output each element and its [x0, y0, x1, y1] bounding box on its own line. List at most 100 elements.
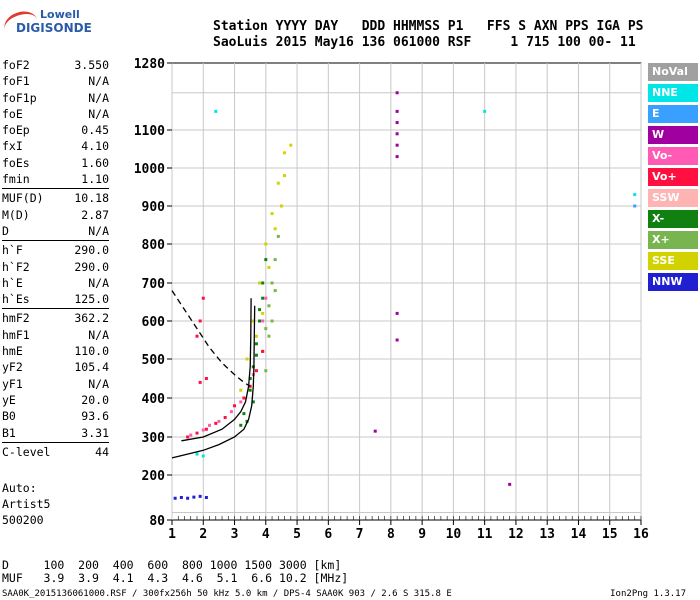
data-point-sse: [283, 174, 287, 178]
param-value: 3.550: [74, 58, 109, 72]
data-point-vominus: [208, 423, 212, 427]
param-row: foF1 N/A: [2, 73, 167, 89]
data-point-sse: [239, 388, 243, 392]
param-value: 93.6: [81, 409, 109, 424]
header-line-1: Station YYYY DAY DDD HHMMSS P1 FFS S AXN…: [213, 19, 644, 34]
param-value: 10.18: [74, 191, 109, 206]
param-label: yF1: [2, 376, 23, 391]
y-tick-label: 400: [142, 392, 166, 407]
param-value: 290.0: [74, 259, 109, 274]
data-point-xminus: [242, 412, 246, 416]
auto-line-2: Artist5: [2, 497, 51, 511]
y-tick-label: 80: [149, 514, 165, 529]
param-row: fmin 1.10: [2, 171, 167, 187]
plot-frame: [171, 62, 642, 521]
data-point-sse: [289, 143, 293, 147]
y-tick-label: 700: [142, 277, 166, 292]
param-label: MUF(D): [2, 191, 44, 206]
param-label: M(D): [2, 207, 30, 222]
data-point-vominus: [229, 410, 233, 414]
data-point-xminus: [258, 319, 262, 323]
data-point-sse: [254, 334, 258, 338]
param-value: 105.4: [74, 360, 109, 375]
x-tick-label: 15: [602, 527, 618, 542]
curve-profile: [171, 305, 256, 459]
param-divider: [2, 240, 109, 242]
param-row: foE N/A: [2, 106, 167, 122]
data-point-xplus: [267, 334, 271, 338]
data-point-sse: [279, 204, 283, 208]
param-row: foF1p N/A: [2, 90, 167, 106]
x-tick-label: 13: [539, 527, 555, 542]
logo-product: DIGISONDE: [16, 21, 92, 35]
x-tick-label: 12: [508, 527, 524, 542]
x-tick-label: 6: [324, 527, 332, 542]
data-point-xplus: [264, 369, 268, 373]
x-tick-label: 16: [633, 527, 649, 542]
data-point-xplus: [270, 281, 274, 285]
param-value: 362.2: [74, 311, 109, 326]
data-point-xminus: [258, 308, 262, 312]
header-line-2: SaoLuis 2015 May16 136 061000 RSF 1 715 …: [213, 35, 636, 50]
x-tick-label: 5: [293, 527, 301, 542]
data-point-sse: [251, 319, 255, 323]
legend-item-e: E: [648, 105, 698, 123]
data-point-nne: [195, 452, 199, 456]
data-point-voplus: [195, 431, 199, 435]
data-point-sse: [270, 212, 274, 216]
data-point-e: [633, 204, 637, 208]
data-point-voplus: [204, 377, 208, 380]
data-point-vominus: [217, 419, 221, 423]
legend: NoVal NNE E W Vo- Vo+ SSW X- X+ SSE NNW: [648, 63, 698, 294]
data-point-voplus: [198, 380, 202, 384]
x-tick-label: 11: [477, 527, 493, 542]
muf-value-row: MUF 3.9 3.9 4.1 4.3 4.6 5.1 6.6 10.2 [MH…: [2, 571, 349, 585]
data-point-w: [395, 311, 399, 315]
data-point-voplus: [242, 396, 246, 400]
data-point-xplus: [264, 327, 268, 331]
data-point-nnw: [192, 495, 196, 499]
param-row: hmE 110.0: [2, 343, 167, 359]
data-point-w: [373, 429, 377, 433]
param-value: 4.10: [81, 139, 109, 154]
digisonde-logo: Lowell DIGISONDE: [0, 7, 92, 48]
param-row: yF2 105.4: [2, 359, 167, 375]
param-value: N/A: [88, 90, 109, 105]
data-point-xminus: [261, 281, 265, 285]
y-tick-label: 600: [142, 315, 166, 330]
data-point-w: [395, 121, 399, 125]
data-point-sse: [267, 265, 271, 269]
auto-line-3: 500200: [2, 513, 44, 527]
data-point-sse: [273, 227, 277, 231]
legend-item-vominus: Vo-: [648, 147, 698, 165]
param-value: 110.0: [74, 344, 109, 359]
param-label: foEs: [2, 155, 30, 170]
param-label: h`E: [2, 275, 23, 290]
param-row: yE 20.0: [2, 392, 167, 408]
data-point-xminus: [261, 296, 265, 300]
data-point-xplus: [273, 258, 277, 262]
data-point-xminus: [248, 377, 252, 380]
auto-line-1: Auto:: [2, 481, 37, 495]
data-point-xminus: [239, 423, 243, 427]
station-header: Station YYYY DAY DDD HHMMSS P1 FFS S AXN…: [213, 19, 643, 51]
data-point-vominus: [239, 400, 243, 404]
param-row: fxI 4.10: [2, 138, 167, 154]
y-tick-label: 900: [142, 200, 166, 215]
data-point-xminus: [254, 342, 258, 346]
legend-item-xminus: X-: [648, 210, 698, 228]
x-tick-label: 3: [231, 527, 239, 542]
param-label: h`F2: [2, 259, 30, 274]
data-point-nnw: [186, 496, 190, 500]
param-value: 1.10: [81, 172, 109, 187]
param-row: C-level 44: [2, 444, 167, 460]
param-row: foEp 0.45: [2, 122, 167, 138]
data-point-nnw: [198, 494, 202, 498]
param-label: hmE: [2, 344, 23, 359]
param-value: N/A: [88, 74, 109, 89]
data-point-nne: [214, 109, 218, 113]
param-label: h`Es: [2, 292, 30, 307]
y-tick-label: 200: [142, 469, 166, 484]
y-tick-label: 300: [142, 431, 166, 446]
parameter-panel: foF2 3.550 foF1 N/A foF1p N/A foE N/A foEp 0.45 fx…: [2, 57, 167, 460]
